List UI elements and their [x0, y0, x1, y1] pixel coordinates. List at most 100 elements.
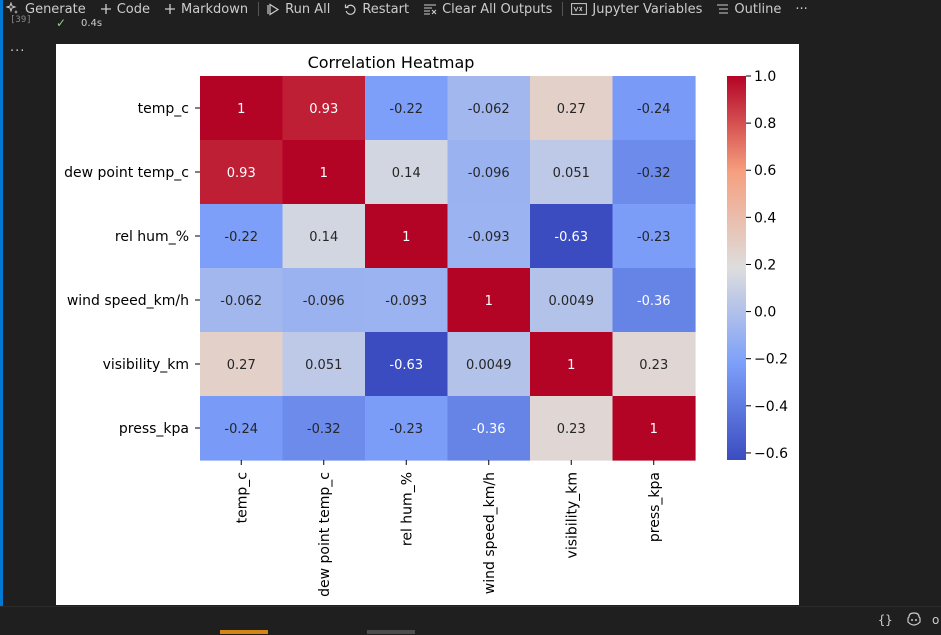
correlation-heatmap-chart: Correlation Heatmap 1 0.93 -0.22 -0.062 0.27…	[64, 53, 788, 597]
toolbar-divider	[258, 2, 260, 16]
colorbar	[727, 76, 746, 460]
heatmap-cell-label: 0.051	[305, 358, 342, 373]
y-tick-label: dew point temp_c	[64, 165, 189, 181]
run-all-label: Run All	[285, 1, 331, 17]
heatmap-cell	[282, 268, 366, 333]
notebook-toolbar: Generate Code Markdown Run All Restart C…	[0, 0, 941, 18]
heatmap-cell-label: 0.27	[227, 358, 256, 373]
colorbar-tick-label: −0.6	[754, 446, 788, 462]
run-all-button[interactable]: Run All	[261, 2, 338, 17]
heatmap-cell	[200, 268, 284, 333]
heatmap-cell	[612, 140, 696, 205]
plus-icon	[100, 4, 111, 14]
add-markdown-button[interactable]: Markdown	[158, 2, 256, 17]
restart-button[interactable]: Restart	[338, 2, 417, 17]
output-more-actions-button[interactable]: ···	[10, 44, 26, 59]
x-tick-label: dew point temp_c	[317, 472, 333, 597]
heatmap-cell	[282, 396, 366, 461]
x-tick-label: rel hum_%	[399, 472, 415, 546]
heatmap-cell	[612, 76, 696, 141]
generate-button[interactable]: Generate	[0, 2, 94, 17]
clear-outputs-icon	[424, 4, 437, 15]
heatmap-cell	[447, 396, 531, 461]
heatmap-cell-label: -0.062	[220, 294, 262, 309]
heatmap-cell	[365, 332, 449, 397]
language-status-braces[interactable]: {}	[878, 613, 893, 627]
heatmap-cell-label: 0.051	[553, 166, 590, 181]
colorbar-tick-label: 0.2	[754, 257, 776, 273]
heatmap-cell-label: -0.22	[224, 230, 258, 245]
heatmap-cell	[530, 204, 614, 269]
heatmap-cell-label: -0.093	[468, 230, 510, 245]
x-tick-label: temp_c	[234, 472, 250, 523]
heatmap-cell	[530, 396, 614, 461]
heatmap-cell	[365, 268, 449, 333]
copilot-icon[interactable]	[906, 612, 922, 626]
restart-icon	[345, 4, 356, 15]
heatmap-cell-label: -0.24	[224, 422, 258, 437]
heatmap-cell-label: -0.093	[385, 294, 427, 309]
jupyter-variables-label: Jupyter Variables	[592, 1, 703, 17]
heatmap-cell-label: -0.24	[637, 102, 671, 117]
heatmap-cell-label: 1	[567, 358, 575, 373]
toolbar-more-button[interactable]: ···	[789, 2, 815, 17]
heatmap-cell-label: 0.27	[557, 102, 586, 117]
heatmap-cell	[612, 332, 696, 397]
outline-label: Outline	[734, 1, 782, 17]
panel-tab-indicator	[367, 630, 415, 634]
execution-duration: 0.4s	[81, 18, 103, 29]
heatmap-cell	[530, 140, 614, 205]
plus-icon	[165, 4, 175, 14]
heatmap-cell-label: 0.93	[227, 166, 256, 181]
y-tick-label: wind speed_km/h	[67, 293, 189, 309]
panel-tab-indicator-active	[220, 630, 268, 634]
colorbar-tick-label: 0.6	[754, 163, 776, 179]
colorbar-tick-label: 0.0	[754, 305, 776, 321]
x-tick-label: wind speed_km/h	[482, 472, 498, 594]
heatmap-cell	[447, 76, 531, 141]
heatmap-cell	[530, 332, 614, 397]
heatmap-cell	[282, 332, 366, 397]
sparkle-icon	[6, 2, 18, 14]
heatmap-cell-label: -0.63	[389, 358, 423, 373]
heatmap-cell-label: 0.0049	[466, 358, 512, 373]
chart-title: Correlation Heatmap	[308, 53, 475, 72]
heatmap-cell-label: 0.23	[557, 422, 586, 437]
heatmap-cell-label: 1	[485, 294, 493, 309]
heatmap-cell	[447, 332, 531, 397]
cell-focus-indicator	[0, 0, 3, 606]
y-tick-label: press_kpa	[119, 421, 189, 437]
heatmap-cell	[530, 76, 614, 141]
x-tick-label: press_kpa	[647, 472, 663, 542]
heatmap-cell-label: 1	[650, 422, 658, 437]
heatmap-cell	[612, 204, 696, 269]
heatmap-cell-label: 0.14	[309, 230, 338, 245]
clear-all-outputs-label: Clear All Outputs	[442, 1, 553, 17]
heatmap-cell-label: -0.23	[637, 230, 671, 245]
heatmap-cell	[200, 204, 284, 269]
colorbar-tick-label: −0.2	[754, 352, 788, 368]
colorbar-tick-label: 1.0	[754, 69, 776, 85]
execution-count: [39]	[10, 15, 32, 25]
status-bar: {} o	[0, 606, 941, 635]
outline-icon	[717, 4, 729, 14]
outline-button[interactable]: Outline	[710, 2, 789, 17]
heatmap-cell-label: 0.93	[309, 102, 338, 117]
heatmap-cell	[612, 268, 696, 333]
heatmap-cell-label: 0.23	[639, 358, 668, 373]
colorbar-tick-label: 0.8	[754, 116, 776, 132]
heatmap-cell	[282, 140, 366, 205]
heatmap-cell-label: -0.32	[637, 166, 671, 181]
heatmap-cell	[200, 332, 284, 397]
heatmap-cell-label: 1	[402, 230, 410, 245]
clear-all-outputs-button[interactable]: Clear All Outputs	[417, 2, 560, 17]
success-check-icon: ✓	[56, 16, 67, 30]
jupyter-variables-button[interactable]: Jupyter Variables	[565, 2, 710, 17]
heatmap-cell-label: 0.14	[392, 166, 421, 181]
heatmap-cell	[200, 140, 284, 205]
status-bar-truncated-item[interactable]: o	[932, 613, 940, 627]
add-markdown-label: Markdown	[181, 1, 249, 17]
heatmap-cell-label: -0.63	[554, 230, 588, 245]
heatmap-cell-label: -0.096	[303, 294, 345, 309]
add-code-button[interactable]: Code	[94, 2, 158, 17]
